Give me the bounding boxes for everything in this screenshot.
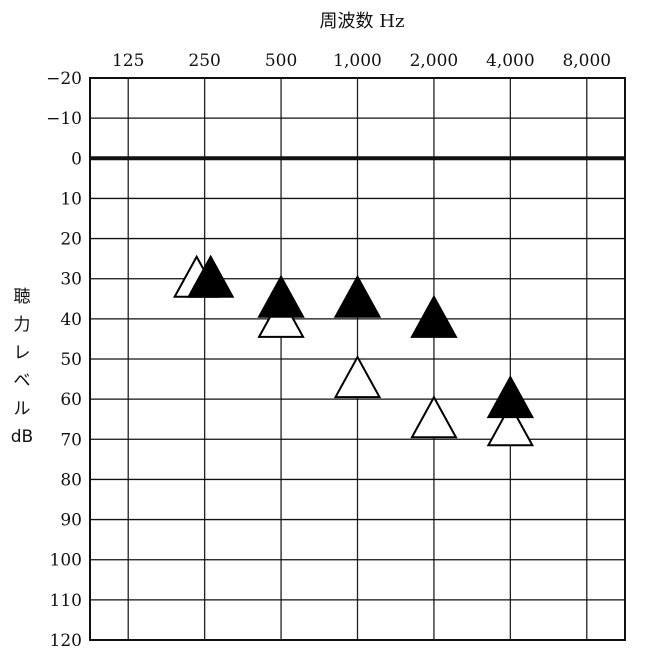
y-axis-title-char: ル — [14, 399, 31, 419]
y-tick-label: −10 — [46, 109, 82, 129]
data-points — [172, 254, 535, 447]
y-tick-label: 20 — [60, 230, 82, 250]
y-tick-label: 110 — [50, 591, 82, 611]
y-tick-label: 90 — [60, 511, 82, 531]
y-tick-label: 0 — [71, 149, 82, 169]
filled-triangle-point — [333, 274, 382, 318]
x-tick-label: 8,000 — [562, 51, 611, 71]
x-tick-label: 250 — [188, 51, 220, 71]
filled-triangle-point — [410, 294, 458, 338]
filled-triangle-point — [186, 254, 235, 298]
y-axis-title-char: 力 — [14, 315, 31, 335]
x-tick-label: 500 — [265, 51, 297, 71]
x-tick-label: 2,000 — [410, 51, 459, 71]
y-axis-title-char: 聴 — [14, 287, 31, 307]
y-tick-label: 80 — [60, 470, 82, 490]
y-tick-label: 70 — [60, 430, 82, 450]
y-tick-labels: −20 −10 0 10 20 30 40 50 60 70 80 90 100 110 120 — [46, 69, 82, 651]
x-tick-label: 125 — [112, 51, 144, 71]
x-tick-label: 1,000 — [333, 51, 382, 71]
y-tick-label: 40 — [60, 310, 82, 330]
filled-triangle-point — [257, 274, 305, 318]
x-axis-title: 周波数 Hz — [320, 11, 405, 32]
y-tick-label: 50 — [60, 350, 82, 370]
y-tick-label: 10 — [60, 189, 82, 209]
y-axis-title-char: dB — [11, 427, 33, 447]
filled-triangle-point — [486, 375, 535, 419]
y-axis-title-char: ベ — [14, 371, 31, 391]
x-tick-label: 4,000 — [486, 51, 535, 71]
open-triangle-point — [486, 403, 535, 447]
y-tick-label: −20 — [46, 69, 82, 89]
y-tick-label: 120 — [50, 631, 82, 651]
open-triangle-point — [410, 395, 458, 439]
open-triangle-point — [333, 354, 382, 399]
y-tick-label: 60 — [60, 390, 82, 410]
y-tick-label: 100 — [50, 551, 82, 571]
x-tick-labels: 125 250 500 1,000 2,000 4,000 8,000 — [112, 51, 611, 71]
y-tick-label: 30 — [60, 270, 82, 290]
y-axis-title-char: レ — [14, 343, 31, 363]
